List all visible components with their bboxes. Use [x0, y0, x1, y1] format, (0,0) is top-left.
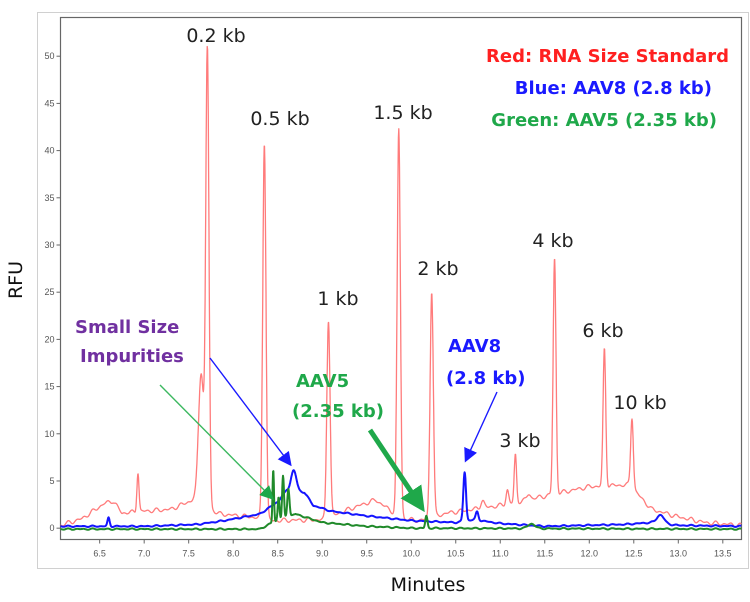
x-tick-label: 7.0 — [138, 549, 151, 559]
x-tick-label: 9.0 — [316, 549, 329, 559]
trace-green — [59, 470, 742, 531]
impurities-label-line2: Impurities — [80, 346, 184, 367]
impurities-blue-arrow — [209, 357, 292, 467]
peak-label-10kb: 10 kb — [613, 392, 666, 414]
x-tick-label: 13.0 — [670, 549, 688, 559]
x-axis-label: Minutes — [391, 574, 466, 596]
legend-green: Green: AAV5 (2.35 kb) — [491, 110, 717, 131]
trace-red — [60, 45, 742, 528]
y-tick-label: 25 — [44, 287, 54, 297]
y-axis-label: RFU — [5, 261, 27, 299]
x-tick-label: 13.5 — [714, 549, 732, 559]
y-tick-label: 5 — [49, 476, 54, 486]
y-tick-label: 45 — [44, 98, 54, 108]
legend-red: Red: RNA Size Standard — [486, 46, 729, 67]
y-axis-ticks: 0 5 10 15 20 25 30 35 40 45 50 — [44, 51, 61, 533]
x-tick-label: 6.5 — [93, 549, 106, 559]
traces — [59, 45, 742, 531]
x-tick-label: 7.5 — [182, 549, 195, 559]
peak-label-4kb: 4 kb — [532, 230, 573, 252]
legend-blue: Blue: AAV8 (2.8 kb) — [515, 78, 712, 99]
y-tick-label: 35 — [44, 193, 54, 203]
y-tick-label: 15 — [44, 382, 54, 392]
y-tick-label: 40 — [44, 146, 54, 156]
y-tick-label: 30 — [44, 240, 54, 250]
y-tick-label: 10 — [44, 429, 54, 439]
peak-label-3kb: 3 kb — [499, 430, 540, 452]
y-tick-label: 20 — [44, 334, 54, 344]
x-axis-ticks: 6.5 7.0 7.5 8.0 8.5 9.0 9.5 10.0 10.5 11.0 11.5 12.… — [93, 539, 732, 559]
aav5-label-line1: AAV5 — [296, 371, 349, 392]
peak-label-2kb: 2 kb — [417, 258, 458, 280]
x-tick-label: 8.0 — [227, 549, 240, 559]
x-tick-label: 12.0 — [581, 549, 599, 559]
aav8-label-line2: (2.8 kb) — [446, 368, 525, 389]
trace-blue — [59, 469, 742, 528]
peak-label-0.2kb: 0.2 kb — [186, 25, 245, 47]
aav5-label-line2: (2.35 kb) — [292, 401, 384, 422]
aav8-arrow — [464, 391, 498, 463]
x-tick-label: 12.5 — [625, 549, 643, 559]
x-tick-label: 11.0 — [492, 549, 509, 559]
x-tick-label: 11.5 — [536, 549, 553, 559]
peak-label-0.5kb: 0.5 kb — [250, 108, 309, 130]
y-tick-label: 50 — [44, 51, 54, 61]
legend: Red: RNA Size Standard Blue: AAV8 (2.8 k… — [486, 46, 729, 131]
x-tick-label: 10.0 — [402, 549, 420, 559]
impurities-green-arrow — [159, 384, 274, 500]
peak-label-6kb: 6 kb — [582, 320, 623, 342]
aav5-arrow — [367, 428, 425, 513]
x-tick-label: 9.5 — [360, 549, 373, 559]
y-tick-label: 0 — [49, 523, 54, 533]
aav8-label-line1: AAV8 — [448, 336, 501, 357]
x-tick-label: 10.5 — [447, 549, 465, 559]
peak-label-1.5kb: 1.5 kb — [373, 102, 432, 124]
x-tick-label: 8.5 — [271, 549, 284, 559]
peak-label-1kb: 1 kb — [317, 288, 358, 310]
impurities-label-line1: Small Size — [75, 317, 179, 338]
